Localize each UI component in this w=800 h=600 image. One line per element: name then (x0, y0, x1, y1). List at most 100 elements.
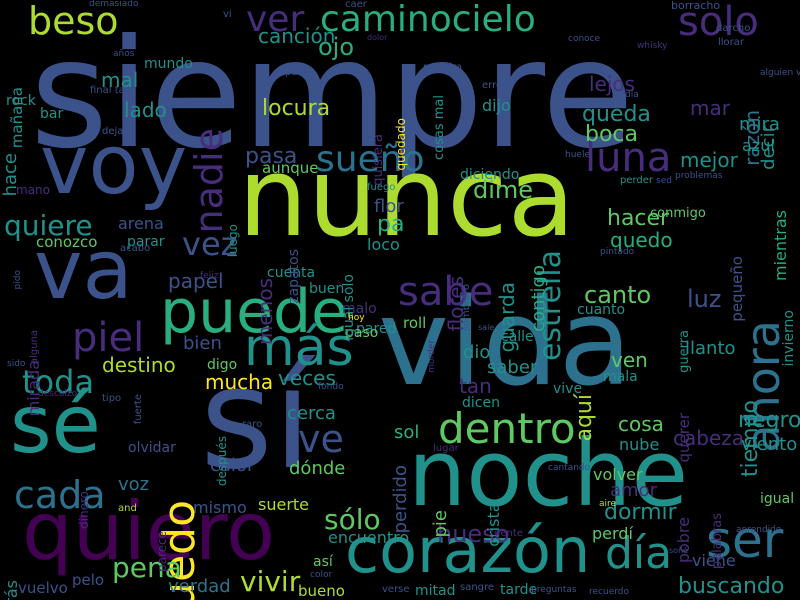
word-canto: canto (584, 281, 652, 309)
word-caminocielo: caminocielo (320, 0, 536, 40)
word-aire: aire (599, 499, 617, 509)
word-cabeza: cabeza (673, 426, 745, 450)
word-voz: voz (118, 474, 150, 495)
word-nadie: nadie (187, 128, 231, 234)
word-diciendo: diciendo (460, 167, 520, 183)
word-cerca: cerca (287, 403, 336, 424)
word-cuanto: cuanto (577, 302, 626, 318)
word-quiero: quiero (22, 485, 276, 578)
word-aqui: aquí (572, 394, 597, 442)
word-despues: después (215, 436, 229, 487)
word-morder: morder (427, 340, 437, 373)
word-hacer: hacer (607, 206, 670, 231)
word-solo2: sólo (324, 503, 381, 536)
word-tarde: tarde (500, 582, 538, 598)
word-nube: nube (619, 435, 660, 454)
word-guerra: guerra (677, 330, 692, 373)
word-llorar: llorar (718, 37, 745, 48)
word-lado: lado (124, 98, 167, 122)
word-aunque: aunque (262, 159, 319, 177)
word-mismo: mismo (193, 498, 247, 517)
word-pa: pa (377, 212, 405, 237)
word-olvidar: olvidar (128, 440, 176, 456)
word-boca: boca (585, 122, 639, 147)
word-mundo: mundo (144, 56, 193, 72)
word-siempre: siempre (30, 8, 635, 182)
word-papel: papel (168, 269, 224, 293)
word-solo: solo (678, 0, 759, 45)
word-sol: sol (394, 422, 420, 443)
word-dentro: dentro (438, 404, 576, 453)
word-dinero: dinero (77, 491, 91, 529)
word-pequeno: pequeño (728, 256, 746, 322)
word-palabras: palabras (710, 513, 725, 570)
word-igual_solo: igual solo (341, 274, 357, 341)
word-dolor: dolor (367, 33, 388, 42)
word-dicen: dicen (462, 395, 500, 411)
word-dia2: día (625, 90, 639, 100)
word-queda: queda (582, 102, 651, 127)
word-si: sí (200, 338, 312, 501)
word-rock: rock (6, 93, 36, 109)
word-feliz: feliz (200, 271, 219, 281)
word-mucha: mucha (205, 370, 274, 394)
word-fuerte: fuerte (133, 394, 144, 425)
word-vuelvo: vuelvo (18, 579, 68, 597)
word-aprendido: aprendido (736, 525, 782, 535)
word-demasiado: demasiado (89, 0, 139, 9)
word-lugar: lugar (433, 443, 459, 454)
word-se: sé (10, 378, 101, 471)
word-sombrero: sombrero (461, 284, 472, 332)
word-calor: calor (210, 455, 255, 476)
word-dijo: dijo (482, 96, 511, 115)
word-veces: veces (278, 366, 336, 390)
word-problemas: problemas (675, 171, 723, 181)
word-parar: parar (127, 234, 165, 250)
word-hoy: hoy (348, 313, 365, 323)
word-perdi: perdí (592, 524, 633, 543)
word-pido: pido (13, 270, 23, 290)
word-bien: bien (183, 333, 222, 354)
word-vida: vida (378, 274, 633, 413)
word-color: color (310, 570, 333, 580)
word-huele: huele (565, 150, 590, 160)
word-invierno: invierno (781, 310, 797, 367)
word-final_tan: final tan (90, 85, 132, 96)
word-vi: vi (223, 9, 232, 20)
word-fondo: fondo (318, 382, 344, 392)
word-and: and (118, 503, 137, 514)
word-mira: mira (739, 114, 780, 135)
word-gente: gente (494, 528, 523, 539)
word-dormir: dormir (604, 500, 677, 525)
word-tan: tan (459, 374, 492, 398)
word-detras: detrás (2, 580, 21, 600)
word-destino: destino (102, 353, 176, 377)
word-digo: digo (207, 357, 238, 373)
word-whisky: whisky (637, 41, 668, 51)
word-luna: luna (585, 135, 672, 181)
word-sale: sale (478, 323, 495, 332)
word-manana: mañana (8, 87, 26, 149)
word-pared: pared (356, 321, 397, 337)
word-pintado: pintado (600, 247, 635, 257)
word-amor: amor (610, 480, 657, 501)
word-mitad: mitad (415, 583, 456, 599)
word-locura: locura (262, 96, 331, 121)
word-error: error (482, 80, 507, 91)
word-bar: bar (40, 106, 64, 122)
word-saber: saber (487, 357, 538, 378)
word-perder: perder (620, 175, 654, 186)
word-recuerdo: recuerdo (589, 587, 629, 597)
word-corazon: corazón (345, 514, 591, 587)
word-alguien_ve: alguien ve (760, 68, 800, 78)
word-cosas_mal: cosas mal (432, 95, 447, 160)
word-viene: viene (692, 551, 736, 570)
word-querer: querer (675, 413, 693, 463)
word-azul: azul (742, 136, 775, 155)
word-fuego: fuego (367, 182, 396, 193)
word-alguna: alguna (29, 330, 40, 365)
word-zapatos: zapatos (286, 249, 302, 304)
word-cuenta: cuenta (267, 265, 316, 281)
word-pelo: pelo (72, 571, 105, 589)
word-sed: sed (656, 176, 672, 186)
